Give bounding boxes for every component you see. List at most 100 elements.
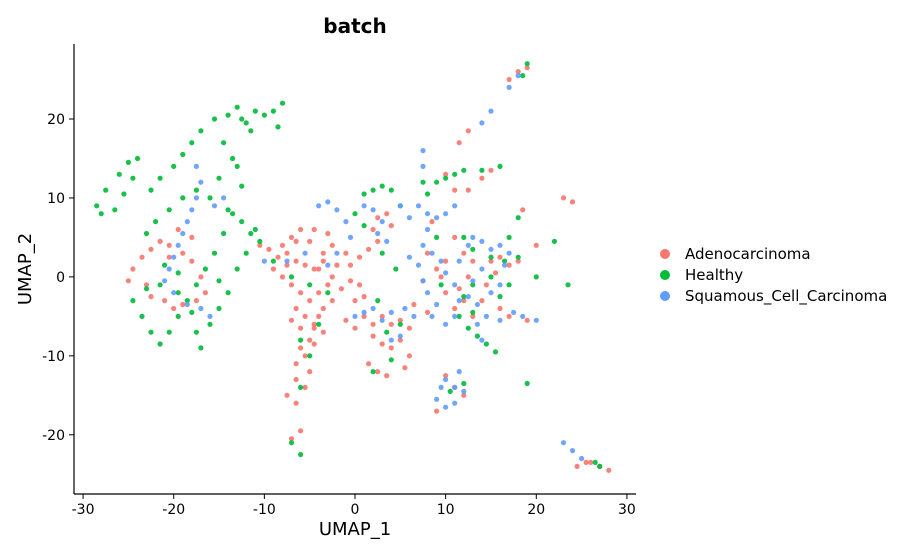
point-1-38 — [189, 309, 195, 315]
point-2-54 — [497, 242, 503, 248]
point-1-27 — [193, 282, 199, 288]
point-1-31 — [157, 341, 163, 347]
point-2-91 — [506, 84, 512, 90]
point-0-96 — [189, 234, 195, 240]
point-1-12 — [180, 151, 186, 158]
point-0-15 — [279, 274, 286, 280]
point-1-71 — [325, 290, 331, 296]
point-1-90 — [388, 357, 394, 363]
legend-key — [660, 270, 670, 280]
point-1-21 — [230, 155, 236, 162]
point-2-43 — [429, 313, 435, 319]
point-1-54 — [143, 230, 150, 237]
point-2-13 — [207, 313, 213, 319]
point-1-47 — [239, 219, 245, 225]
point-0-79 — [284, 392, 290, 398]
y-tick-label: -20 — [42, 428, 65, 444]
point-2-96 — [261, 258, 267, 264]
point-1-117 — [524, 61, 530, 67]
point-2-44 — [443, 321, 449, 327]
point-0-26 — [293, 305, 299, 312]
point-1-29 — [175, 313, 181, 319]
point-2-55 — [506, 250, 512, 256]
point-2-59 — [465, 294, 471, 300]
point-2-62 — [497, 317, 503, 323]
point-1-9 — [148, 187, 154, 193]
point-1-17 — [234, 104, 240, 110]
point-1-74 — [307, 353, 313, 359]
point-1-22 — [239, 183, 245, 189]
point-0-25 — [284, 262, 290, 268]
point-1-64 — [234, 163, 240, 169]
point-0-72 — [366, 361, 372, 367]
point-2-94 — [569, 448, 576, 454]
point-1-13 — [189, 140, 195, 146]
point-0-91 — [193, 298, 199, 304]
point-2-46 — [456, 298, 462, 304]
legend: Adenocarcinoma Healthy Squamous_Cell_Carci… — [660, 245, 887, 306]
point-1-100 — [470, 246, 476, 252]
point-1-126 — [434, 234, 440, 240]
point-0-59 — [375, 238, 381, 244]
point-1-58 — [261, 112, 267, 118]
point-0-24 — [293, 238, 299, 244]
point-2-66 — [420, 163, 426, 169]
point-1-48 — [225, 207, 231, 213]
point-0-125 — [456, 140, 462, 146]
point-0-99 — [143, 282, 150, 288]
point-2-34 — [452, 203, 458, 209]
point-0-13 — [279, 242, 286, 248]
point-2-28 — [397, 203, 403, 209]
point-0-32 — [293, 361, 299, 367]
point-1-105 — [470, 282, 476, 288]
point-2-30 — [415, 203, 422, 209]
point-0-75 — [402, 365, 408, 371]
point-0-12 — [288, 234, 295, 240]
point-2-5 — [180, 230, 186, 237]
point-1-61 — [252, 108, 258, 114]
point-0-74 — [384, 373, 390, 379]
point-1-81 — [388, 187, 394, 193]
point-1-46 — [248, 230, 254, 237]
point-1-14 — [198, 128, 204, 134]
point-0-122 — [506, 313, 512, 319]
point-1-121 — [524, 380, 530, 387]
point-0-37 — [293, 376, 299, 383]
point-2-51 — [470, 234, 476, 240]
point-1-109 — [474, 333, 480, 339]
point-2-20 — [347, 234, 354, 240]
point-2-45 — [452, 313, 458, 319]
point-1-0 — [94, 203, 100, 209]
point-0-66 — [397, 337, 403, 343]
point-0-143 — [606, 467, 612, 473]
point-2-21 — [334, 250, 340, 256]
point-2-16 — [316, 203, 322, 209]
point-2-80 — [379, 317, 385, 323]
point-0-106 — [470, 313, 476, 319]
point-2-68 — [443, 376, 449, 383]
point-0-132 — [465, 187, 471, 193]
point-0-95 — [148, 294, 154, 300]
point-0-11 — [298, 226, 304, 233]
point-1-119 — [597, 463, 603, 469]
point-1-99 — [461, 234, 467, 240]
point-1-98 — [497, 163, 503, 169]
point-0-41 — [288, 317, 295, 323]
point-2-88 — [352, 313, 358, 319]
point-1-95 — [452, 171, 458, 177]
point-0-140 — [574, 463, 580, 469]
point-1-15 — [211, 116, 218, 122]
point-0-50 — [361, 294, 367, 300]
x-axis-ticks: -30 -20 -10 0 10 20 30 — [72, 494, 636, 518]
point-0-52 — [347, 262, 354, 268]
point-1-8 — [98, 211, 104, 217]
legend-label: Squamous_Cell_Carcinoma — [685, 287, 887, 306]
point-0-124 — [465, 128, 471, 134]
point-0-146 — [411, 301, 417, 308]
point-0-3 — [284, 250, 290, 256]
point-2-37 — [429, 250, 435, 256]
legend-label: Healthy — [685, 266, 743, 284]
point-0-1 — [266, 246, 272, 252]
point-0-128 — [524, 65, 530, 71]
